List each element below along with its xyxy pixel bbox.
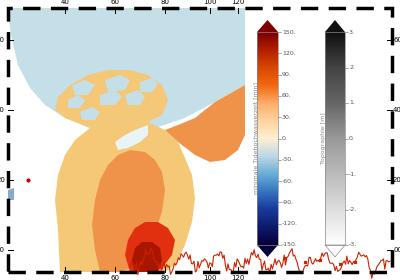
- Text: -1.: -1.: [349, 171, 357, 176]
- Polygon shape: [55, 70, 168, 128]
- Polygon shape: [100, 90, 122, 105]
- Polygon shape: [80, 107, 100, 120]
- Polygon shape: [257, 20, 278, 32]
- Text: 100: 100: [203, 275, 217, 280]
- Text: 20: 20: [0, 177, 5, 183]
- Text: 60: 60: [393, 37, 400, 43]
- Polygon shape: [115, 125, 148, 150]
- Text: 40: 40: [0, 107, 5, 113]
- Polygon shape: [55, 118, 195, 272]
- Text: 80: 80: [160, 275, 170, 280]
- Polygon shape: [8, 8, 245, 132]
- Polygon shape: [325, 245, 345, 257]
- Text: 1.: 1.: [349, 101, 355, 106]
- Polygon shape: [257, 245, 278, 257]
- Text: 120.: 120.: [282, 51, 296, 56]
- Text: 0.: 0.: [349, 136, 355, 141]
- Text: 30.: 30.: [282, 115, 292, 120]
- Text: minimale Tidehochwasserzeit [min]: minimale Tidehochwasserzeit [min]: [253, 83, 258, 195]
- Text: 20: 20: [393, 177, 400, 183]
- Text: 3.: 3.: [349, 29, 355, 34]
- Text: 80: 80: [160, 0, 170, 5]
- Text: 120: 120: [231, 0, 245, 5]
- Polygon shape: [132, 242, 162, 272]
- Text: -120.: -120.: [282, 221, 298, 226]
- Text: 40: 40: [60, 0, 70, 5]
- Text: 150.: 150.: [282, 29, 296, 34]
- Text: -3.: -3.: [349, 242, 357, 248]
- Bar: [8, 8, 245, 272]
- Text: -150.: -150.: [282, 242, 298, 248]
- Text: 60: 60: [110, 0, 120, 5]
- Polygon shape: [125, 222, 175, 272]
- Polygon shape: [125, 90, 145, 105]
- Polygon shape: [68, 95, 85, 108]
- Polygon shape: [325, 20, 345, 32]
- Text: -60.: -60.: [282, 179, 294, 184]
- Polygon shape: [165, 85, 245, 162]
- Bar: [325, 32, 345, 245]
- Polygon shape: [105, 75, 130, 92]
- Text: 60.: 60.: [282, 94, 292, 98]
- Text: -90.: -90.: [282, 200, 294, 205]
- Polygon shape: [72, 80, 95, 95]
- Text: 40: 40: [393, 107, 400, 113]
- Polygon shape: [92, 150, 165, 272]
- Text: 2.: 2.: [349, 65, 355, 70]
- Text: 60: 60: [0, 37, 5, 43]
- Bar: [257, 32, 278, 245]
- Text: -2.: -2.: [349, 207, 357, 212]
- Text: 00: 00: [393, 247, 400, 253]
- Text: 60: 60: [110, 275, 120, 280]
- Polygon shape: [8, 188, 14, 200]
- Polygon shape: [140, 78, 158, 92]
- Text: -30.: -30.: [282, 157, 294, 162]
- Text: 40: 40: [60, 275, 70, 280]
- Text: Topographie [m]: Topographie [m]: [320, 113, 326, 164]
- Text: 100: 100: [203, 0, 217, 5]
- Text: 0.: 0.: [282, 136, 288, 141]
- Text: 00: 00: [0, 247, 5, 253]
- Text: 90.: 90.: [282, 72, 292, 77]
- Text: 120: 120: [231, 275, 245, 280]
